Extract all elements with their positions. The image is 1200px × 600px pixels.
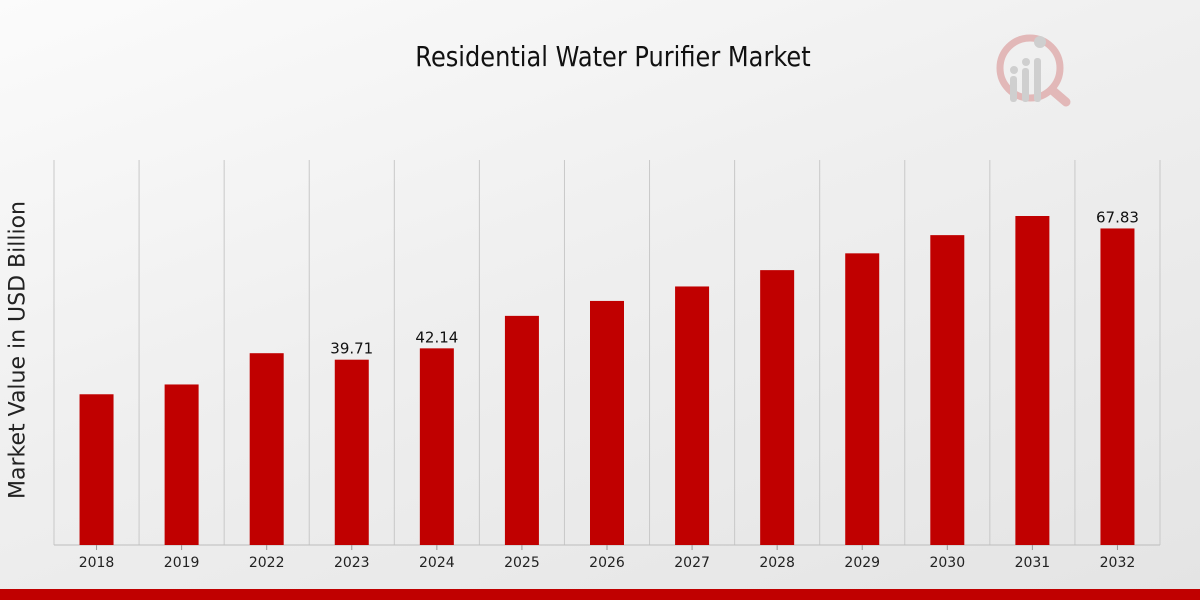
chart-title: Residential Water Purifier Market: [415, 40, 811, 73]
bar-2025: [504, 315, 539, 545]
x-tick-label: 2031: [1015, 555, 1051, 571]
x-tick-label: 2027: [674, 555, 710, 571]
x-tick-label: 2018: [79, 555, 115, 571]
bar-2024: [419, 348, 454, 545]
data-label: 67.83: [1096, 208, 1139, 226]
x-tick-label: 2024: [419, 555, 455, 571]
x-tick-label: 2023: [334, 555, 370, 571]
bar-2029: [845, 253, 880, 546]
brand-logo-icon: [996, 34, 1071, 107]
bar-2026: [590, 300, 624, 545]
bar-2023: [334, 359, 369, 545]
bar-2032: [1100, 228, 1135, 545]
x-tick-label: 2032: [1100, 555, 1136, 571]
bottom-accent-bar: [0, 589, 1200, 600]
x-tick-label: 2019: [164, 555, 200, 571]
x-tick-label: 2026: [589, 555, 625, 571]
x-tick-label: 2025: [504, 555, 540, 571]
bar-2028: [760, 270, 795, 545]
x-tick-label: 2028: [759, 555, 795, 571]
data-label: 39.71: [330, 340, 373, 358]
bar-2022: [249, 353, 284, 545]
x-tick-label: 2030: [929, 555, 965, 571]
bar-2027: [675, 286, 710, 545]
bar-2030: [930, 235, 965, 545]
data-label: 42.14: [415, 328, 458, 346]
bar-2018: [79, 394, 114, 545]
bar-2019: [164, 384, 199, 545]
x-tick-label: 2029: [844, 555, 880, 571]
x-tick-label: 2022: [249, 555, 285, 571]
bar-2031: [1015, 216, 1050, 545]
